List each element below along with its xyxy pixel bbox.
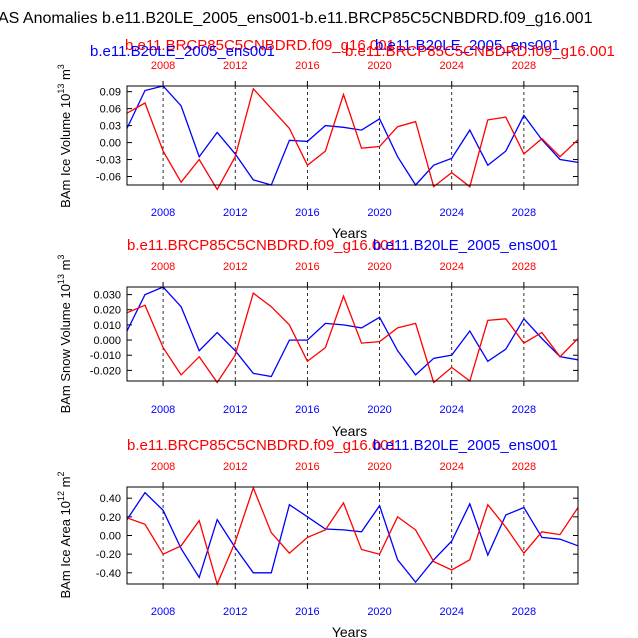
xtick-label-top: 2024 xyxy=(439,261,463,273)
plot-frame xyxy=(126,286,579,382)
xtick-label-bottom: 2028 xyxy=(512,207,536,219)
xtick-label-top: 2012 xyxy=(223,60,247,72)
xtick-label-top: 2028 xyxy=(512,261,536,273)
ytick-label: 0.010 xyxy=(93,320,121,332)
series-line-b xyxy=(126,292,579,384)
ytick-label: 0.000 xyxy=(93,335,121,347)
xtick-label-top: 2016 xyxy=(295,60,319,72)
xtick-label-top: 2016 xyxy=(295,261,319,273)
y-axis-label: BAm Ice Volume 1013 m3 xyxy=(56,64,73,208)
xtick-label-bottom: 2024 xyxy=(439,207,463,219)
panel-1: b.e11.BRCP85C5CNBDRD.f09_g16.001b.e11.B2… xyxy=(56,37,615,241)
xtick-label-top: 2012 xyxy=(223,461,247,473)
ytick-label: 0.00 xyxy=(100,138,121,150)
xtick-label-bottom: 2012 xyxy=(223,606,247,618)
x-axis-label: Years xyxy=(332,225,367,241)
xtick-label-bottom: 2016 xyxy=(295,207,319,219)
legend-label-b-right: b.e11.BRCP85C5CNBDRD.f09_g16.001 xyxy=(345,43,615,60)
ytick-label: 0.40 xyxy=(100,493,121,505)
xtick-label-bottom: 2016 xyxy=(295,404,319,416)
ytick-label: 0.03 xyxy=(100,121,121,133)
legend-label-a: b.e11.B20LE_2005_ens001 xyxy=(373,437,558,454)
legend-label-b: b.e11.BRCP85C5CNBDRD.f09_g16.001 xyxy=(125,37,395,54)
xtick-label-top: 2028 xyxy=(512,60,536,72)
legend-label-a-right: b.e11.B20LE_2005_ens001 xyxy=(375,37,560,54)
xtick-label-bottom: 2024 xyxy=(439,606,463,618)
series-line-a xyxy=(126,85,579,187)
xtick-label-top: 2008 xyxy=(151,60,175,72)
ytick-label: -0.06 xyxy=(96,172,121,184)
plot-frame xyxy=(126,85,579,186)
panel-3: b.e11.BRCP85C5CNBDRD.f09_g16.001b.e11.B2… xyxy=(56,437,579,638)
xtick-label-bottom: 2012 xyxy=(223,404,247,416)
ytick-label: -0.20 xyxy=(96,549,121,561)
ytick-label: 0.20 xyxy=(100,512,121,524)
xtick-label-bottom: 2028 xyxy=(512,404,536,416)
xtick-label-bottom: 2008 xyxy=(151,404,175,416)
y-axis-label: BAm Snow Volume 1013 m3 xyxy=(56,255,73,414)
ytick-label: 0.030 xyxy=(93,290,121,302)
ytick-label: 0.00 xyxy=(100,531,121,543)
xtick-label-top: 2024 xyxy=(439,461,463,473)
xtick-label-bottom: 2016 xyxy=(295,606,319,618)
xtick-label-top: 2020 xyxy=(367,60,391,72)
xtick-label-bottom: 2012 xyxy=(223,207,247,219)
xtick-label-bottom: 2008 xyxy=(151,207,175,219)
ytick-label: 0.020 xyxy=(93,305,121,317)
xtick-label-top: 2012 xyxy=(223,261,247,273)
series-line-a xyxy=(126,286,579,378)
ytick-label: 0.06 xyxy=(100,104,121,116)
series-line-b xyxy=(126,486,579,586)
y-axis-label: BAm Ice Area 1012 m2 xyxy=(56,471,73,598)
xtick-label-top: 2008 xyxy=(151,461,175,473)
xtick-label-top: 2016 xyxy=(295,461,319,473)
plot-frame xyxy=(126,486,579,585)
xtick-label-bottom: 2020 xyxy=(367,207,391,219)
xtick-label-bottom: 2028 xyxy=(512,606,536,618)
x-axis-label: Years xyxy=(332,624,367,638)
ytick-label: -0.03 xyxy=(96,155,121,167)
xtick-label-bottom: 2020 xyxy=(367,606,391,618)
panel-2: b.e11.BRCP85C5CNBDRD.f09_g16.001b.e11.B2… xyxy=(56,237,579,439)
xtick-label-top: 2028 xyxy=(512,461,536,473)
xtick-label-bottom: 2024 xyxy=(439,404,463,416)
ytick-label: 0.09 xyxy=(100,87,121,99)
xtick-label-top: 2008 xyxy=(151,261,175,273)
xtick-label-top: 2020 xyxy=(367,261,391,273)
ytick-label: -0.40 xyxy=(96,568,121,580)
legend-label-a: b.e11.B20LE_2005_ens001 xyxy=(373,237,558,254)
series-line-a xyxy=(126,491,579,584)
series-line-b xyxy=(126,87,579,191)
xtick-label-bottom: 2008 xyxy=(151,606,175,618)
ytick-label: -0.020 xyxy=(90,365,121,377)
legend-label-b: b.e11.BRCP85C5CNBDRD.f09_g16.001 xyxy=(127,237,397,254)
legend-label-a: b.e11.B20LE_2005_ens001 xyxy=(90,43,275,60)
xtick-label-top: 2020 xyxy=(367,461,391,473)
ytick-label: -0.010 xyxy=(90,350,121,362)
xtick-label-bottom: 2020 xyxy=(367,404,391,416)
legend-label-b: b.e11.BRCP85C5CNBDRD.f09_g16.001 xyxy=(127,437,397,454)
x-axis-label: Years xyxy=(332,423,367,439)
chart-title: AS Anomalies b.e11.B20LE_2005_ens001-b.e… xyxy=(0,10,593,27)
xtick-label-top: 2024 xyxy=(439,60,463,72)
